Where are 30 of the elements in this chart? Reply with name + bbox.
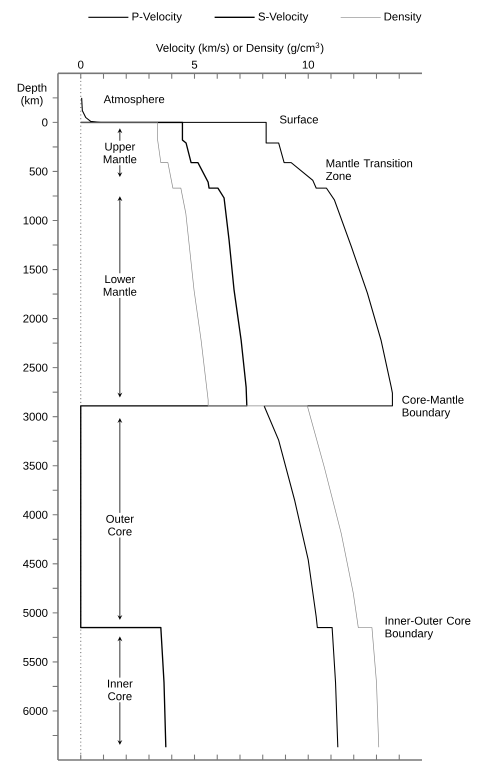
- x-tick-label: 10: [302, 60, 314, 69]
- annotation: Surface: [280, 115, 318, 124]
- annotation: Inner-Outer Core Boundary: [386, 616, 470, 640]
- annotation: Outer Core: [106, 514, 134, 536]
- y-tick-label: 5500: [23, 658, 48, 666]
- y-tick-label: 0: [42, 118, 48, 126]
- y-tick-label: 2000: [23, 314, 48, 323]
- y-tick-label: 3000: [23, 412, 48, 421]
- annotation: Lower Mantle: [104, 275, 136, 296]
- annotation: Core-Mantle Boundary: [402, 395, 464, 419]
- y-tick-label: 1000: [24, 216, 48, 224]
- y-tick-label: 500: [30, 167, 48, 176]
- legend-label: S-Velocity: [258, 12, 308, 23]
- y-tick-label: 5000: [23, 608, 48, 617]
- x-tick-label: 5: [192, 60, 198, 69]
- y-tick-label: 4000: [22, 510, 48, 519]
- annotation: Atmosphere: [104, 94, 164, 106]
- annotation: Mantle Transition Zone: [326, 158, 412, 180]
- y-tick-label: 3500: [23, 462, 48, 470]
- annotation: Inner Core: [108, 680, 133, 700]
- legend-label: P-Velocity: [132, 12, 182, 23]
- x-axis-title: Velocity (km/s) or Density (g/cm$^{3}$): [156, 42, 324, 54]
- y-tick-label: 4500: [22, 560, 48, 568]
- legend-label: Density: [384, 12, 422, 23]
- annotation: Upper Mantle: [104, 142, 136, 164]
- y-tick-label: 1500: [24, 266, 48, 274]
- y-tick-label: 6000: [23, 706, 48, 715]
- x-tick-label: 0: [78, 60, 84, 69]
- y-tick-label: 2500: [23, 364, 48, 372]
- y-axis-title: Depth (km): [18, 83, 46, 107]
